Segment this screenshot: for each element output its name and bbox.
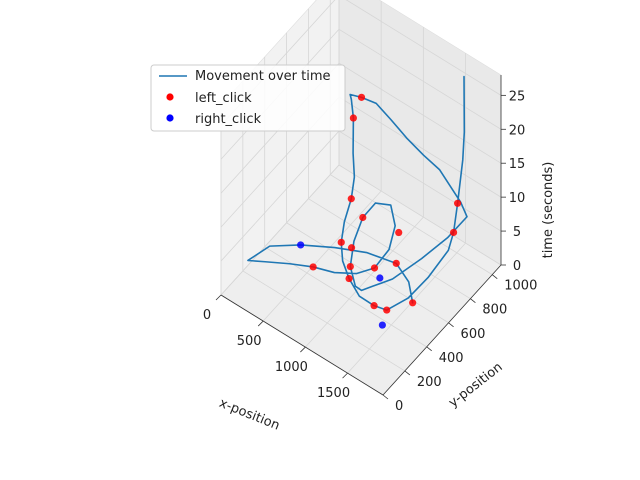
left-click-point <box>449 228 458 237</box>
legend-entry-right-click: right_click <box>195 112 262 127</box>
z-tick-label: 5 <box>513 225 521 240</box>
y-tick-mark <box>492 274 498 279</box>
z-grid-back <box>338 130 502 232</box>
x-tick-label: 1500 <box>317 386 350 401</box>
z-grid-back <box>338 164 502 266</box>
z-axis-label: time (seconds) <box>541 162 556 259</box>
x-grid-floor <box>347 242 466 374</box>
left-click-point <box>337 238 345 246</box>
z-grid-back <box>345 0 502 96</box>
z-tick-label: 10 <box>509 191 526 206</box>
z-grid-back <box>338 28 502 130</box>
left-click-point <box>359 213 367 222</box>
left-click-point <box>370 264 379 272</box>
x-grid-floor <box>262 190 382 322</box>
left-click-point <box>346 262 354 271</box>
y-tick-label: 1000 <box>504 279 537 294</box>
y-tick-label: 400 <box>439 351 464 366</box>
left-click-point <box>453 199 462 207</box>
z-grid-left <box>220 130 340 262</box>
z-grid-back <box>338 96 502 198</box>
x-axis-label: x-position <box>217 396 282 434</box>
right-click-point <box>376 274 384 282</box>
legend: Movement over time left_click right_clic… <box>150 64 346 132</box>
z-tick-label: 25 <box>509 89 526 104</box>
y-tick-mark <box>426 346 432 352</box>
x-grid-floor <box>305 216 424 348</box>
y-axis-label: y-position <box>446 360 505 411</box>
axis-ticks: 0 500 1000 1500 0 200 400 600 800 1000 0 5 10 15 20 25 <box>203 75 537 414</box>
y-axis-line <box>382 264 502 396</box>
x-tick-label: 1000 <box>275 360 308 375</box>
left-click-point <box>383 306 391 314</box>
left-click-point <box>309 263 317 271</box>
y-tick-mark <box>448 322 454 328</box>
z-grid-left <box>220 164 340 296</box>
left-click-point <box>357 93 366 101</box>
y-tick-mark <box>404 370 411 376</box>
y-grid-floor <box>330 174 493 275</box>
y-tick-mark <box>470 298 476 304</box>
x-axis-line <box>220 294 384 396</box>
y-tick-label: 200 <box>417 375 442 390</box>
left-click-point <box>409 299 417 307</box>
left-click-point <box>370 302 378 310</box>
x-tick-mark <box>215 294 222 301</box>
legend-left-click-marker <box>166 93 174 101</box>
left-click-point <box>345 274 353 283</box>
right-click-point <box>378 321 386 329</box>
left-click-point <box>395 228 403 237</box>
y-grid-floor <box>286 222 449 324</box>
legend-entry-movement: Movement over time <box>195 69 330 84</box>
y-tick-label: 0 <box>395 399 403 414</box>
left-click-point <box>392 259 400 267</box>
x-tick-label: 500 <box>237 334 262 349</box>
left-click-point <box>347 195 355 203</box>
z-tick-label: 15 <box>509 157 526 172</box>
x-tick-mark <box>342 372 348 379</box>
z-grid-back <box>338 62 502 164</box>
data-layer <box>247 75 468 329</box>
x-tick-mark <box>257 320 264 327</box>
y-tick-label: 600 <box>461 327 486 342</box>
legend-right-click-marker <box>166 114 174 122</box>
left-click-point <box>349 114 357 122</box>
y-tick-label: 800 <box>482 303 507 318</box>
legend-box <box>150 64 346 132</box>
left-click-point <box>347 244 356 252</box>
legend-entry-left-click: left_click <box>195 91 252 106</box>
z-tick-label: 0 <box>513 259 521 274</box>
x-tick-mark <box>300 346 306 353</box>
z-tick-label: 20 <box>509 123 526 138</box>
x-tick-label: 0 <box>203 308 211 323</box>
y-grid-floor <box>242 270 406 372</box>
y-tick-mark <box>382 394 389 400</box>
right-click-point <box>297 241 305 249</box>
